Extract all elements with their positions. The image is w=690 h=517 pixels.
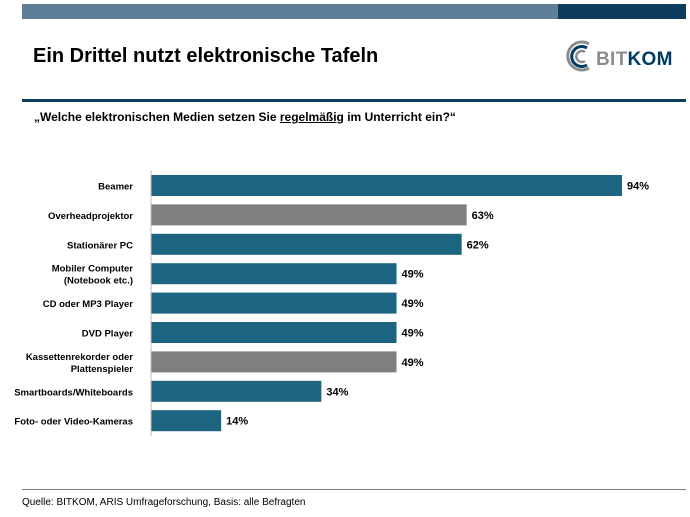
category-label-5: CD oder MP3 Player [43, 299, 134, 310]
footer-divider [22, 489, 686, 490]
bar-5 [151, 292, 397, 314]
logo-text-suffix: KOM [627, 49, 673, 70]
category-label-7-line-1: Kassettenrekorder oder [26, 352, 133, 363]
value-label-9: 14% [226, 416, 248, 428]
bar-9 [151, 410, 222, 432]
bar-8 [151, 380, 322, 402]
category-label-4-line-1: Mobiler Computer [52, 264, 134, 275]
page-title: Ein Drittel nutzt elektronische Tafeln [33, 45, 379, 67]
question-underlined-word: regelmäßig [279, 110, 344, 124]
value-label-5: 49% [402, 298, 424, 310]
bar-2 [151, 204, 467, 226]
bar-3 [151, 233, 462, 255]
category-label-1: Beamer [98, 182, 133, 193]
top-bar-right [558, 4, 686, 19]
value-label-2: 63% [472, 210, 494, 222]
value-label-3: 62% [467, 239, 489, 251]
question-prefix: „Welche elektronischen Medien setzen Sie [34, 110, 280, 124]
top-bar-left [22, 4, 558, 19]
category-label-9: Foto- oder Video-Kameras [14, 417, 133, 428]
category-label-4-line-2: (Notebook etc.) [64, 276, 133, 287]
bar-4 [151, 263, 397, 285]
value-label-7: 49% [402, 357, 424, 369]
bar-7 [151, 351, 397, 373]
value-label-1: 94% [627, 181, 649, 193]
category-label-7-line-2: Plattenspieler [71, 364, 134, 375]
header-divider [22, 99, 686, 102]
value-label-8: 34% [326, 386, 348, 398]
question-suffix: im Unterricht ein?“ [343, 110, 456, 124]
logo-text: BITKOM [596, 49, 673, 71]
category-label-6: DVD Player [82, 329, 134, 340]
value-label-6: 49% [402, 328, 424, 340]
category-label-8: Smartboards/Whiteboards [14, 387, 133, 398]
bitkom-arc-logo-icon [566, 40, 590, 72]
category-label-3: Stationärer PC [67, 240, 133, 251]
category-label-2: Overheadprojektor [48, 211, 133, 222]
survey-question: „Welche elektronischen Medien setzen Sie… [34, 110, 456, 124]
bar-1 [151, 175, 622, 196]
bar-6 [151, 322, 397, 343]
source-note: Quelle: BITKOM, ARIS Umfrageforschung, B… [22, 497, 306, 508]
bitkom-logo: BITKOM [563, 38, 683, 74]
logo-text-prefix: BIT [596, 49, 628, 70]
value-label-4: 49% [402, 269, 424, 281]
